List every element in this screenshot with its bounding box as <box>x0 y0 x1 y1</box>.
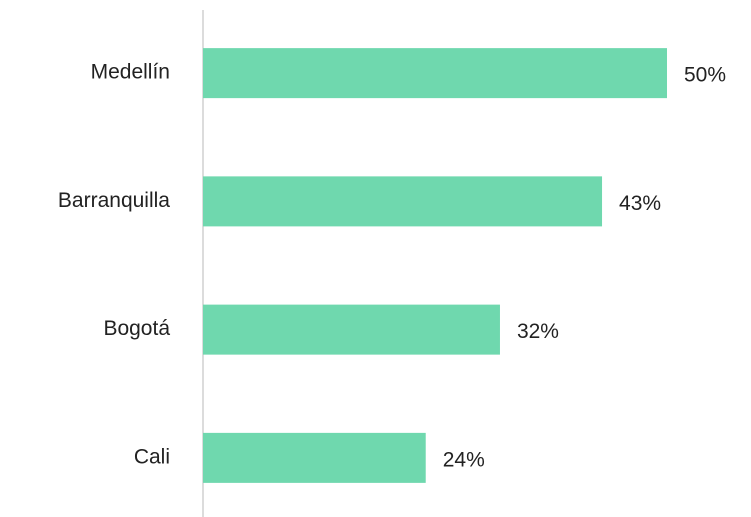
value-label: 50% <box>684 64 726 87</box>
bar <box>203 432 426 483</box>
bar <box>203 176 603 227</box>
category-label: Barranquilla <box>58 189 170 212</box>
category-label: Bogotá <box>103 317 170 340</box>
category-label: Medellín <box>91 61 170 84</box>
bar <box>203 304 500 355</box>
value-label: 24% <box>443 448 485 471</box>
value-label: 32% <box>517 320 559 343</box>
bar <box>203 48 667 99</box>
value-label: 43% <box>619 192 661 215</box>
category-label: Cali <box>134 445 170 468</box>
